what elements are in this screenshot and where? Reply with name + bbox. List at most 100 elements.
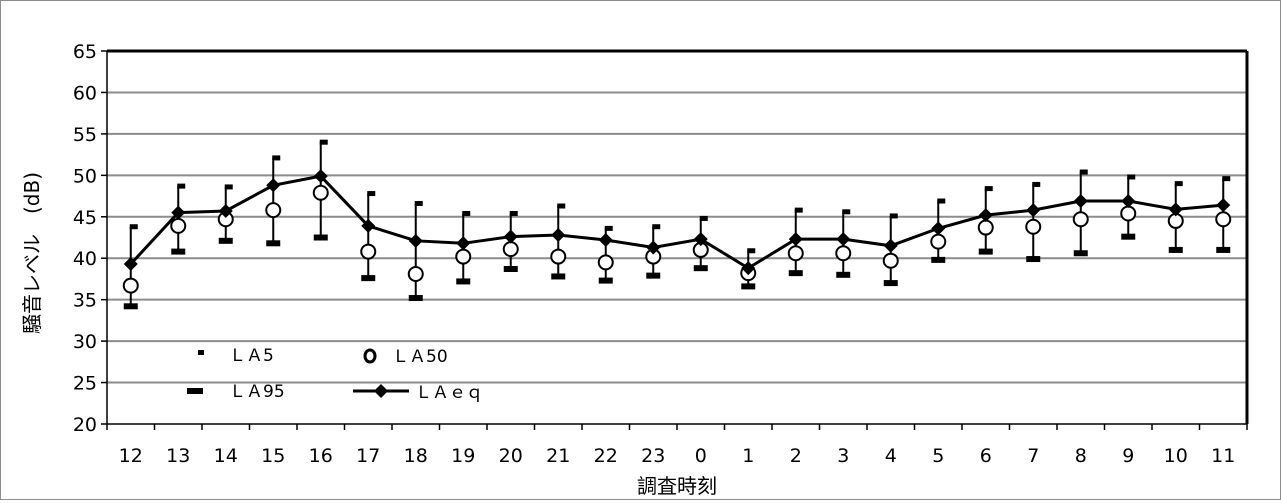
la95-marker-0 xyxy=(693,265,708,272)
la5-marker-23 xyxy=(652,224,661,230)
la50-marker-16 xyxy=(312,184,329,201)
la95-marker-21 xyxy=(551,273,566,280)
legend-la5-marker xyxy=(198,350,204,355)
la95-marker-7 xyxy=(1026,256,1041,263)
legend-laeq-label: ＬＡｅｑ xyxy=(415,383,483,403)
la5-marker-15 xyxy=(272,155,281,161)
x-tick-label-0: 0 xyxy=(695,445,707,467)
la50-marker-9 xyxy=(1120,205,1137,222)
legend-la95-label: ＬＡ95 xyxy=(229,382,285,402)
la50-marker-12 xyxy=(122,277,139,294)
la5-marker-14 xyxy=(224,184,233,190)
y-tick-label-25: 25 xyxy=(73,373,97,395)
la95-marker-15 xyxy=(266,240,281,247)
la5-marker-10 xyxy=(1174,181,1183,187)
y-tick-label-20: 20 xyxy=(73,414,97,436)
la95-marker-17 xyxy=(361,275,376,282)
legend-la50-marker xyxy=(363,348,377,364)
laeq-line xyxy=(129,174,1224,270)
x-tick-label-6: 6 xyxy=(980,445,992,467)
laeq-marker-23 xyxy=(646,240,661,255)
la5-marker-18 xyxy=(414,201,423,207)
legend-la5-label: ＬＡ5 xyxy=(229,346,274,366)
laeq-marker-7 xyxy=(1026,203,1041,218)
x-tick-label-7: 7 xyxy=(1027,445,1039,467)
laeq-marker-17 xyxy=(361,218,376,233)
la95-marker-8 xyxy=(1073,250,1088,257)
x-tick-label-14: 14 xyxy=(214,445,238,467)
y-tick-label-60: 60 xyxy=(73,82,97,104)
x-tick-label-12: 12 xyxy=(119,445,143,467)
x-tick-label-4: 4 xyxy=(885,445,897,467)
laeq-marker-8 xyxy=(1073,194,1088,209)
y-tick-label-65: 65 xyxy=(73,41,97,63)
la50-marker-8 xyxy=(1072,211,1089,228)
la95-marker-22 xyxy=(598,277,613,284)
la50-marker-5 xyxy=(930,233,947,250)
la95-marker-4 xyxy=(883,280,898,287)
laeq-marker-3 xyxy=(836,232,851,247)
la50-marker-15 xyxy=(265,202,282,219)
la95-marker-10 xyxy=(1168,246,1183,253)
la5-marker-0 xyxy=(699,215,708,221)
la95-marker-14 xyxy=(218,237,233,244)
la50-marker-6 xyxy=(977,219,994,236)
la95-marker-2 xyxy=(788,270,803,277)
laeq-marker-21 xyxy=(551,228,566,243)
laeq-marker-0 xyxy=(693,232,708,247)
la50-marker-2 xyxy=(787,245,804,262)
x-tick-label-22: 22 xyxy=(594,445,618,467)
la95-marker-23 xyxy=(646,272,661,279)
x-tick-label-9: 9 xyxy=(1122,445,1134,467)
la50-marker-17 xyxy=(360,243,377,260)
y-tick-label-35: 35 xyxy=(73,290,97,312)
legend-la95-marker xyxy=(187,388,203,394)
la95-marker-9 xyxy=(1121,233,1136,240)
la50-marker-20 xyxy=(502,241,519,258)
legend-laeq-marker xyxy=(374,384,388,398)
legend: ＬＡ5 ＬＡ50 ＬＡ95 ＬＡｅｑ xyxy=(187,346,483,403)
x-tick-label-15: 15 xyxy=(261,445,285,467)
la95-marker-16 xyxy=(313,234,328,241)
la95-marker-6 xyxy=(978,248,993,255)
plot-area xyxy=(107,51,1247,424)
la5-marker-16 xyxy=(319,139,328,145)
legend-la50-label: ＬＡ50 xyxy=(392,347,448,367)
y-tick-label-40: 40 xyxy=(73,248,97,270)
laeq-marker-22 xyxy=(598,232,613,247)
x-tick-label-23: 23 xyxy=(641,445,665,467)
la5-marker-7 xyxy=(1032,181,1041,187)
y-tick-label-45: 45 xyxy=(73,207,97,229)
x-tick-label-10: 10 xyxy=(1164,445,1188,467)
laeq-marker-1 xyxy=(741,261,756,276)
laeq-marker-11 xyxy=(1216,198,1231,213)
la50-marker-11 xyxy=(1215,211,1232,228)
la5-marker-4 xyxy=(889,213,898,219)
x-tick-label-21: 21 xyxy=(546,445,570,467)
x-tick-label-20: 20 xyxy=(499,445,523,467)
laeq-marker-5 xyxy=(931,221,946,236)
la5-marker-9 xyxy=(1127,174,1136,180)
la95-marker-1 xyxy=(741,283,756,290)
x-tick-label-16: 16 xyxy=(309,445,333,467)
la95-marker-11 xyxy=(1216,246,1231,253)
y-tick-label-55: 55 xyxy=(73,124,97,146)
series-layer xyxy=(122,169,1232,294)
x-tick-label-19: 19 xyxy=(451,445,475,467)
y-axis-label: 騒音レベル (dB) xyxy=(20,172,44,334)
la5-marker-19 xyxy=(462,210,471,216)
la5-marker-6 xyxy=(984,186,993,192)
la5-marker-2 xyxy=(794,207,803,213)
laeq-marker-19 xyxy=(456,236,471,251)
x-tick-label-5: 5 xyxy=(932,445,944,467)
la5-marker-11 xyxy=(1222,176,1231,182)
la5-marker-5 xyxy=(937,198,946,204)
la50-marker-22 xyxy=(597,254,614,271)
laeq-marker-14 xyxy=(218,203,233,218)
laeq-marker-4 xyxy=(883,238,898,253)
laeq-marker-16 xyxy=(313,169,328,184)
x-tick-label-1: 1 xyxy=(742,445,754,467)
la95-marker-3 xyxy=(836,271,851,278)
laeq-marker-18 xyxy=(408,233,423,248)
laeq-marker-2 xyxy=(788,232,803,247)
